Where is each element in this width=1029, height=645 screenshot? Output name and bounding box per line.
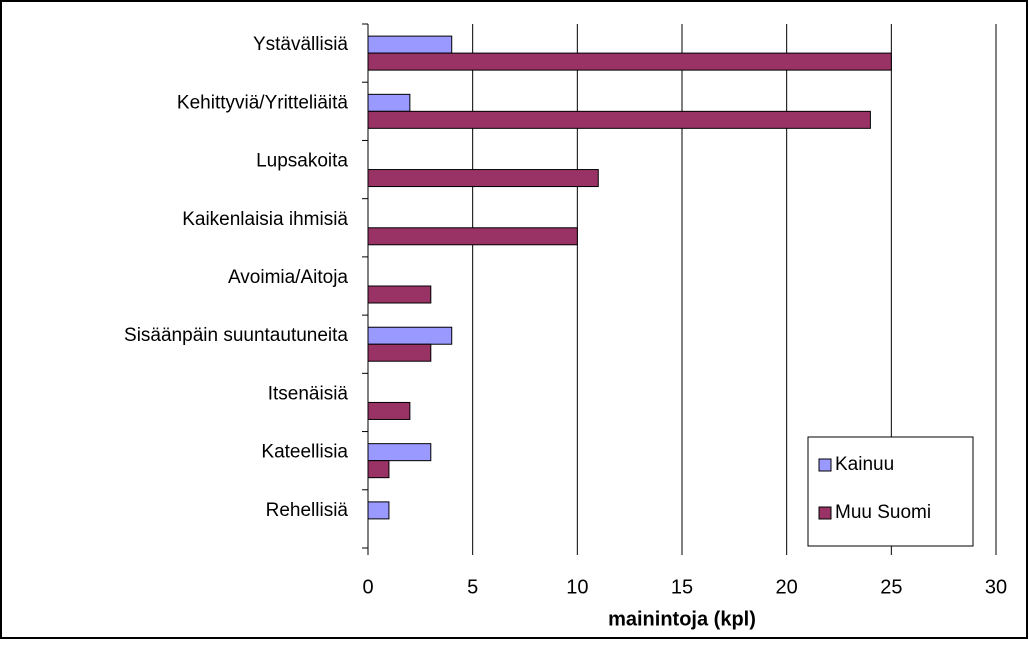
bar [367,326,453,345]
x-tick-label: 20 [776,576,798,598]
y-tick-label: Itsenäisiä [268,383,349,404]
y-tick-label: Rehellisiä [266,500,349,521]
bar [367,169,599,188]
legend-label: Muu Suomi [835,502,931,523]
bar [367,110,871,129]
bar [367,460,390,479]
bar [367,35,453,54]
bar [367,52,892,71]
legend-swatch [818,458,832,472]
bar [367,501,390,520]
bar [367,285,432,304]
x-tick-label: 5 [467,576,478,598]
bar [367,401,411,420]
bar [367,343,432,362]
y-tick-label: Sisäänpäin suuntautuneita [124,325,348,346]
y-tick-label: Avoimia/Aitoja [228,267,348,288]
legend-box [807,436,974,547]
x-axis-title: mainintoja (kpl) [608,608,756,630]
bar [367,443,432,462]
y-tick-label: Lupsakoita [256,151,348,172]
x-tick-label: 0 [362,576,373,598]
y-tick-label: Kaikenlaisia ihmisiä [182,209,348,230]
legend-swatch [818,506,832,520]
bar [367,227,578,246]
bar [367,93,411,112]
y-tick-label: Kateellisia [261,442,348,463]
y-tick-label: Ystävällisiä [253,34,348,55]
x-tick-label: 10 [566,576,588,598]
x-tick-label: 15 [671,576,693,598]
y-tick-label: Kehittyviä/Yritteliäitä [177,92,349,113]
x-tick-label: 30 [985,576,1007,598]
legend-label: Kainuu [835,454,894,475]
x-tick-label: 25 [880,576,902,598]
